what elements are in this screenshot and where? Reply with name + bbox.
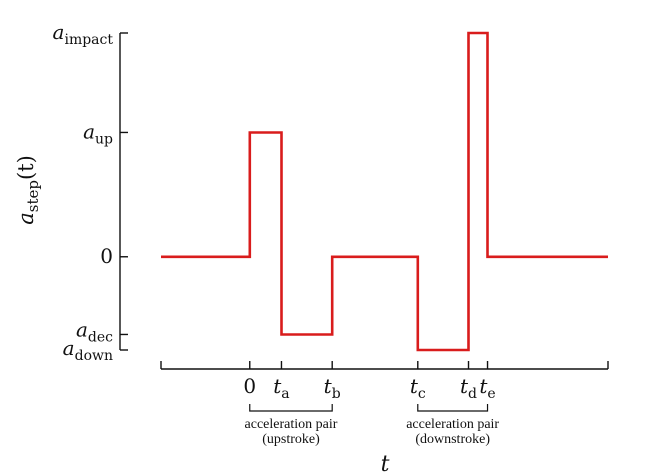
bracket-sublabel-pair_down: (downstroke)	[415, 432, 490, 447]
x-tick-label-t_b: tb	[324, 374, 341, 402]
series	[161, 31, 608, 352]
bracket-label-pair_down: acceleration pair	[406, 417, 499, 432]
y-axis-label: astep(t)	[14, 155, 42, 225]
y-tick-label-a_dec: adec	[76, 317, 113, 345]
bracket-pair_up	[249, 404, 333, 412]
bracket-sublabel-pair_up: (upstroke)	[262, 432, 320, 447]
x-tick-label-t_d: td	[460, 374, 477, 402]
y-tick-label-a_down: adown	[63, 336, 113, 364]
bracket-label-pair_up: acceleration pair	[245, 417, 338, 432]
x-tick-label-t_c: tc	[410, 374, 426, 402]
axis-labels: astep(t) t	[14, 155, 390, 474]
x-axis-label: t	[381, 452, 390, 474]
bracket-pair_down	[417, 404, 489, 412]
y-tick-label-a_impact: aimpact	[53, 20, 114, 48]
y-tick-label-a_up: aup	[83, 119, 113, 147]
series-line-0	[161, 31, 608, 352]
annotations: acceleration pair(upstroke)acceleration …	[245, 404, 499, 447]
x-axis: 0 ta tb tc td te	[160, 361, 609, 402]
x-tick-label-t_e: te	[479, 374, 495, 402]
y-tick-label-zero: 0	[100, 244, 113, 268]
x-tick-label-zero: 0	[243, 374, 256, 398]
x-tick-label-t_a: ta	[273, 374, 289, 402]
